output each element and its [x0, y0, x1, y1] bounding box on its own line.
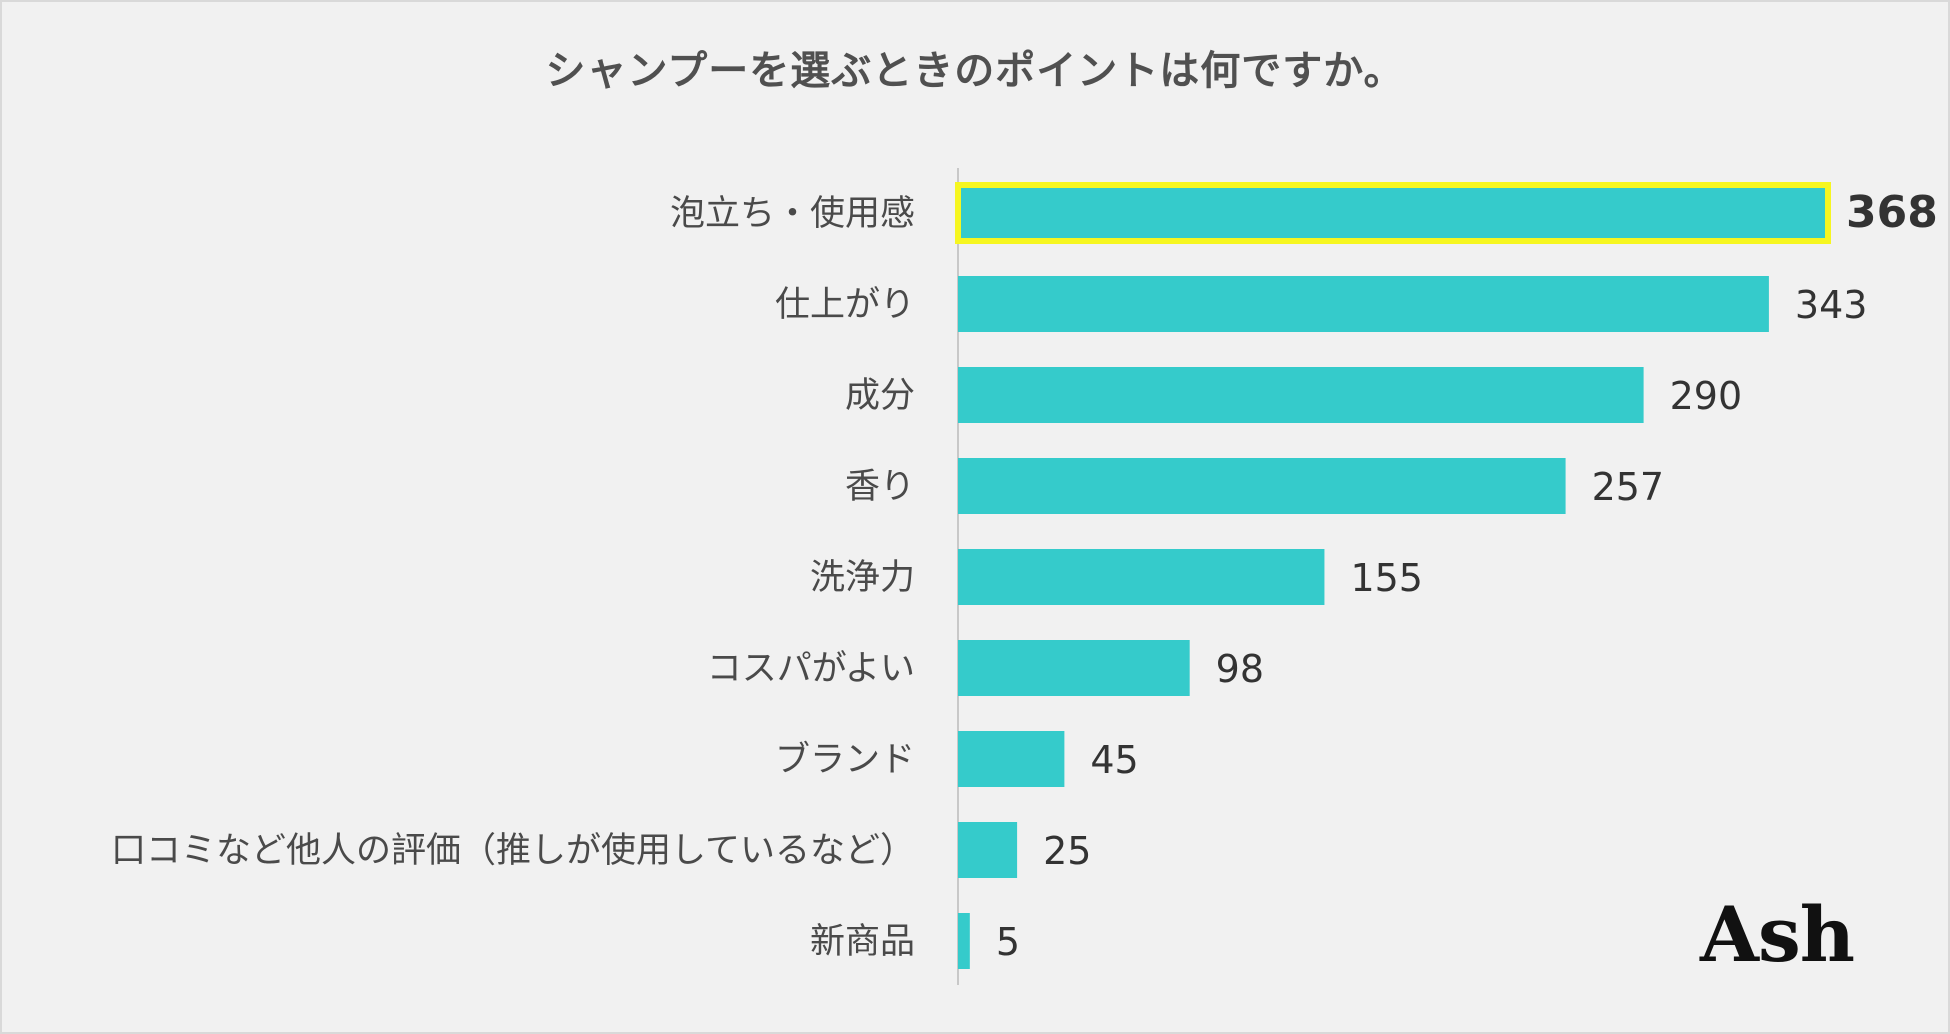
value-label: 5 [996, 920, 1020, 964]
bar [958, 913, 970, 969]
category-label: コスパがよい [707, 649, 915, 689]
chart-title: シャンプーを選ぶときのポイントは何ですか。 [545, 48, 1405, 94]
bar [955, 182, 1831, 244]
value-label: 98 [1216, 647, 1264, 691]
category-label: 香り [845, 467, 915, 507]
brand-logo: Ash [1700, 890, 1855, 979]
bar [958, 367, 1644, 423]
value-label: 290 [1670, 374, 1743, 418]
bar [958, 822, 1018, 878]
bar [958, 458, 1566, 514]
category-label: 新商品 [810, 922, 915, 962]
bar [958, 549, 1325, 605]
value-label: 25 [1043, 829, 1091, 873]
category-label: 泡立ち・使用感 [670, 194, 915, 234]
category-label: 仕上がり [775, 285, 915, 325]
bar [958, 640, 1190, 696]
value-label: 257 [1592, 465, 1665, 509]
value-label: 343 [1795, 283, 1868, 327]
category-label: 洗浄力 [810, 558, 915, 598]
category-label: 成分 [845, 376, 915, 416]
value-label: 368 [1846, 187, 1938, 238]
bar [958, 276, 1769, 332]
bar [958, 731, 1065, 787]
value-label: 45 [1090, 738, 1138, 782]
value-label: 155 [1350, 556, 1423, 600]
category-label: ブランド [775, 740, 915, 780]
category-label: 口コミなど他人の評価（推しが使用しているなど） [111, 831, 915, 871]
